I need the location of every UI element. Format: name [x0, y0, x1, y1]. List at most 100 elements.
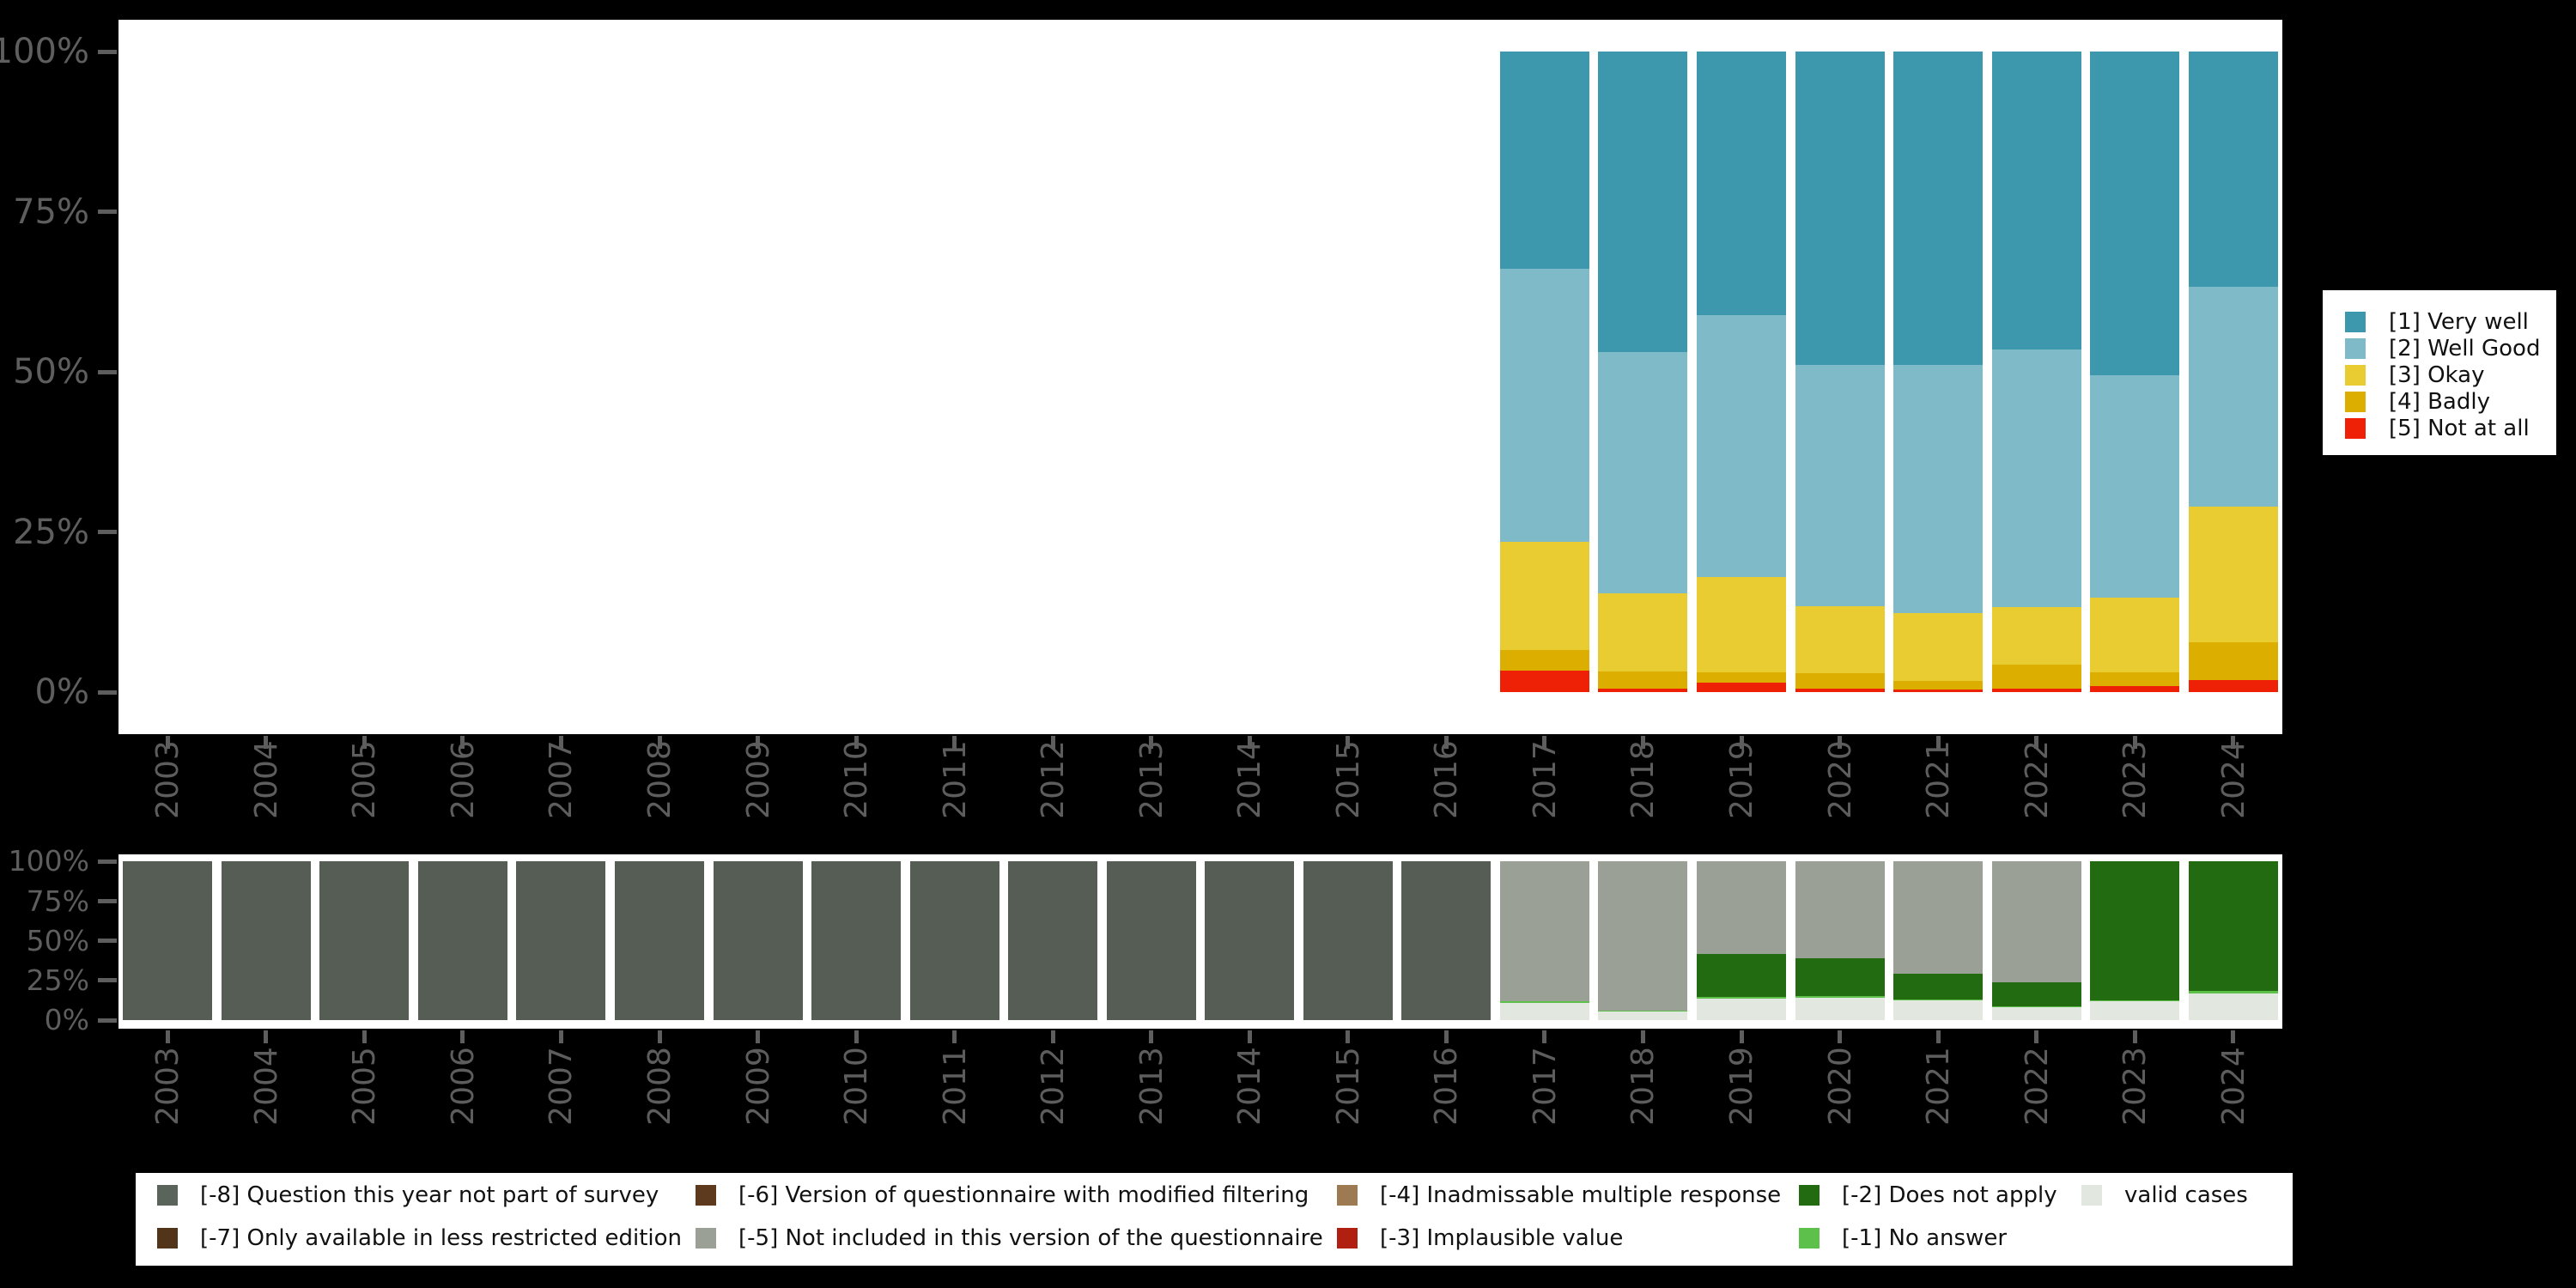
y-tick-label: 0%: [44, 1003, 89, 1037]
x-tick: [1149, 736, 1154, 749]
bar-segment: [1697, 954, 1786, 997]
x-tick-label: 2003: [149, 740, 185, 819]
x-tick: [854, 1030, 859, 1043]
y-tick: [98, 1018, 117, 1023]
x-tick-label: 2018: [1625, 740, 1661, 819]
x-tick: [460, 736, 465, 749]
legend-label: [2] Well Good: [2389, 336, 2541, 361]
x-tick: [2034, 1030, 2039, 1043]
bar-segment: [2188, 993, 2278, 1020]
bar-segment: [1499, 649, 1589, 671]
x-tick: [1739, 736, 1744, 749]
legend-label: [-3] Implausible value: [1380, 1225, 1624, 1251]
y-tick-label: 75%: [26, 884, 89, 918]
x-tick: [2231, 1030, 2236, 1043]
y-tick-label: 50%: [26, 923, 89, 957]
y-tick: [98, 978, 117, 983]
bar-segment: [1598, 688, 1688, 692]
bar-segment: [319, 861, 410, 1020]
x-tick-label: 2014: [1231, 740, 1267, 819]
x-tick-label: 2021: [1920, 1047, 1956, 1126]
bar-segment: [1303, 861, 1393, 1020]
legend-label: [1] Very well: [2389, 309, 2529, 335]
bar-segment: [1991, 606, 2081, 665]
legend-swatch: [1799, 1185, 1820, 1206]
x-tick-label: 2019: [1723, 1047, 1759, 1126]
x-tick-label: 2016: [1428, 1047, 1464, 1126]
bar-segment: [1795, 996, 1885, 998]
legend-label: [-4] Inadmissable multiple response: [1380, 1182, 1782, 1208]
x-tick-label: 2012: [1035, 740, 1071, 819]
x-tick: [264, 736, 269, 749]
legend-swatch: [1337, 1228, 1358, 1249]
x-tick: [1443, 1030, 1449, 1043]
x-tick: [2034, 736, 2039, 749]
bar-segment: [1499, 861, 1589, 1001]
bar-segment: [1991, 981, 2081, 1007]
bar-segment: [1795, 997, 1885, 1020]
x-tick-label: 2009: [740, 740, 776, 819]
bar-segment: [1598, 671, 1688, 689]
answers-legend-box: [1] Very well [2] Well Good [3] Okay [4] Ba…: [2321, 289, 2558, 457]
bar-segment: [1893, 861, 1984, 974]
bar-segment: [1991, 52, 2081, 349]
bar-segment: [1893, 364, 1984, 614]
x-tick: [756, 736, 761, 749]
x-tick-label: 2009: [740, 1047, 776, 1126]
x-tick-label: 2005: [346, 1047, 382, 1126]
x-tick-label: 2010: [838, 740, 874, 819]
x-tick-label: 2007: [543, 1047, 579, 1126]
legend-swatch: [157, 1185, 178, 1206]
bar-segment: [1795, 958, 1885, 997]
bar-segment: [1697, 576, 1786, 672]
bar-segment: [1991, 349, 2081, 607]
x-tick: [2132, 1030, 2137, 1043]
y-tick-label: 100%: [0, 32, 89, 71]
bar-segment: [221, 861, 311, 1020]
x-tick-label: 2024: [2215, 1047, 2251, 1126]
x-tick: [854, 736, 859, 749]
bar-segment: [1795, 861, 1885, 959]
x-tick: [1346, 736, 1351, 749]
x-tick-label: 2004: [248, 1047, 284, 1126]
x-tick: [1739, 1030, 1744, 1043]
bar-segment: [1991, 689, 2081, 692]
bar-segment: [1795, 606, 1885, 674]
y-tick-label: 25%: [26, 963, 89, 997]
bar-segment: [1697, 999, 1786, 1020]
x-tick: [2231, 736, 2236, 749]
bar-segment: [1499, 1003, 1589, 1020]
bar-segment: [1598, 593, 1688, 672]
bar-segment: [2188, 861, 2278, 991]
bar-segment: [1991, 1006, 2081, 1007]
bar-segment: [1795, 52, 1885, 365]
x-tick-label: 2004: [248, 740, 284, 819]
x-tick: [952, 1030, 957, 1043]
legend-swatch: [2345, 365, 2366, 386]
x-tick: [2132, 736, 2137, 749]
y-tick-label: 0%: [34, 672, 89, 712]
x-tick-label: 2008: [641, 1047, 677, 1126]
legend-swatch: [157, 1228, 178, 1249]
legend-swatch: [696, 1228, 716, 1249]
legend-swatch: [2081, 1185, 2102, 1206]
legend-swatch: [2345, 392, 2366, 412]
x-tick: [1050, 736, 1055, 749]
legend-swatch: [2345, 418, 2366, 439]
legend-swatch: [2345, 312, 2366, 332]
x-tick-label: 2022: [2019, 740, 2055, 819]
x-tick-label: 2020: [1822, 740, 1858, 819]
x-tick-label: 2006: [445, 740, 481, 819]
x-tick-label: 2021: [1920, 740, 1956, 819]
x-tick-label: 2024: [2215, 740, 2251, 819]
bar-segment: [516, 861, 606, 1020]
x-tick-label: 2017: [1527, 740, 1563, 819]
bar-segment: [1795, 673, 1885, 689]
bar-segment: [2188, 990, 2278, 993]
bar-segment: [2188, 286, 2278, 507]
x-tick-label: 2016: [1428, 740, 1464, 819]
bar-segment: [811, 861, 902, 1020]
bar-segment: [615, 861, 704, 1020]
missing-codes-legend-strip: [-8] Question this year not part of surv…: [136, 1173, 2293, 1266]
